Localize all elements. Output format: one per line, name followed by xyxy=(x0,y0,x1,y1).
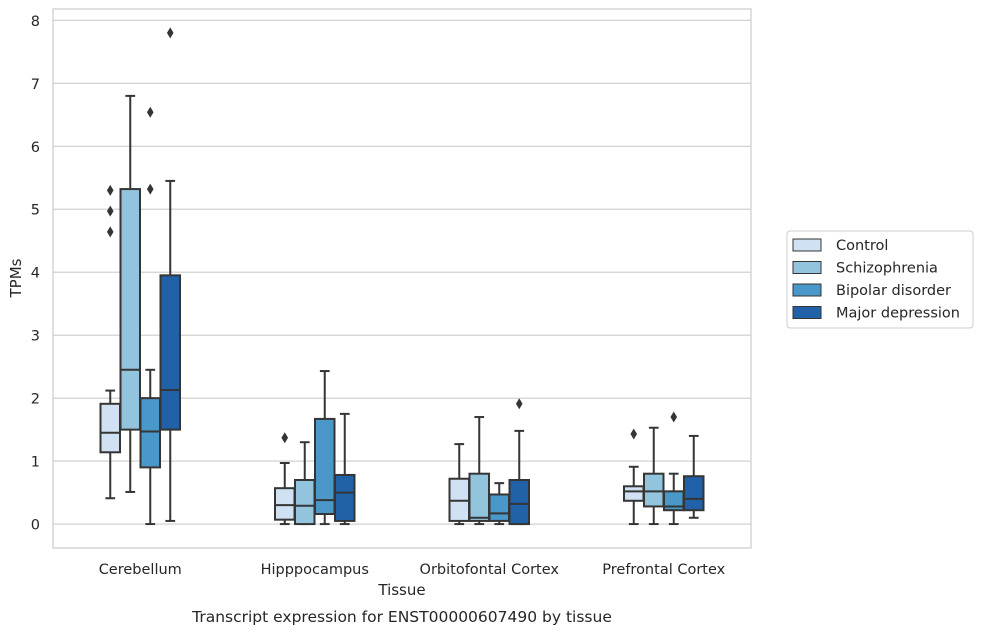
x-tick-label: Cerebellum xyxy=(99,562,182,578)
legend-frame xyxy=(786,230,974,329)
y-tick-label: 7 xyxy=(31,77,40,93)
box-iqr xyxy=(139,397,161,469)
box-0-1 xyxy=(274,432,296,526)
outlier-point xyxy=(106,184,114,196)
outlier-point xyxy=(515,398,523,410)
box-2-1 xyxy=(314,370,336,526)
legend: Control Schizophrenia Bipolar disorder Majo… xyxy=(786,230,974,329)
x-tick-label: Hipppocampus xyxy=(261,562,369,578)
box-iqr xyxy=(274,487,296,521)
box-1-3 xyxy=(643,426,665,526)
box-2-2 xyxy=(488,482,510,526)
legend-label: Major depression xyxy=(836,306,960,322)
legend-swatch xyxy=(792,261,822,274)
outlier-point xyxy=(146,106,154,118)
outlier-point xyxy=(146,183,154,195)
legend-item: Control xyxy=(792,238,888,254)
legend-swatch xyxy=(792,283,822,297)
legend-swatch xyxy=(792,238,822,252)
box-iqr xyxy=(99,402,121,454)
x-tick-label: Orbitofontal Cortex xyxy=(420,562,560,578)
box-iqr xyxy=(623,485,645,502)
box-0-0 xyxy=(99,184,121,500)
chart-caption: Transcript expression for ENST0000060749… xyxy=(191,608,612,626)
box-iqr xyxy=(119,188,141,431)
box-1-0 xyxy=(119,94,141,493)
box-iqr xyxy=(294,478,316,526)
outlier-point xyxy=(670,411,678,423)
y-tick-label: 6 xyxy=(31,140,40,156)
legend-swatch xyxy=(792,306,822,319)
y-tick-label: 5 xyxy=(31,203,40,219)
outlier-point xyxy=(106,205,114,217)
y-tick-label: 3 xyxy=(31,329,40,345)
box-iqr xyxy=(314,417,336,515)
boxes xyxy=(99,27,705,526)
legend-label: Schizophrenia xyxy=(836,261,938,277)
x-axis-label: Tissue xyxy=(377,581,425,599)
box-iqr xyxy=(643,472,665,508)
legend-label: Control xyxy=(836,238,888,254)
outlier-point xyxy=(630,428,638,440)
y-tick-label: 2 xyxy=(31,392,40,408)
box-0-3 xyxy=(623,428,645,526)
box-iqr xyxy=(508,478,530,526)
box-3-1 xyxy=(334,412,356,526)
box-3-0 xyxy=(159,27,181,522)
x-tick-label: Prefrontal Cortex xyxy=(602,562,725,578)
y-axis-label: TPMs xyxy=(7,258,25,298)
legend-item: Bipolar disorder xyxy=(792,283,951,299)
box-3-3 xyxy=(683,434,705,519)
y-tick-label: 1 xyxy=(31,455,40,471)
y-tick-label: 4 xyxy=(31,266,40,282)
outlier-point xyxy=(281,432,289,444)
legend-item: Major depression xyxy=(792,306,960,322)
box-2-3 xyxy=(663,411,685,526)
box-iqr xyxy=(683,475,705,512)
legend-item: Schizophrenia xyxy=(792,261,938,277)
outlier-point xyxy=(166,27,174,39)
box-iqr xyxy=(488,493,510,522)
plot-frame xyxy=(52,8,752,549)
box-iqr xyxy=(159,274,181,431)
box-iqr xyxy=(334,473,356,522)
y-tick-label: 0 xyxy=(31,518,40,534)
box-3-2 xyxy=(508,398,530,526)
x-tick-labels: Cerebellum Hipppocampus Orbitofontal Corte… xyxy=(99,562,726,578)
outlier-point xyxy=(106,226,114,238)
box-2-0 xyxy=(139,106,161,526)
box-iqr xyxy=(468,472,490,522)
legend-label: Bipolar disorder xyxy=(836,283,951,299)
y-tick-label: 8 xyxy=(31,14,40,30)
y-tick-labels: 0 1 2 3 4 5 6 7 8 xyxy=(31,14,40,534)
